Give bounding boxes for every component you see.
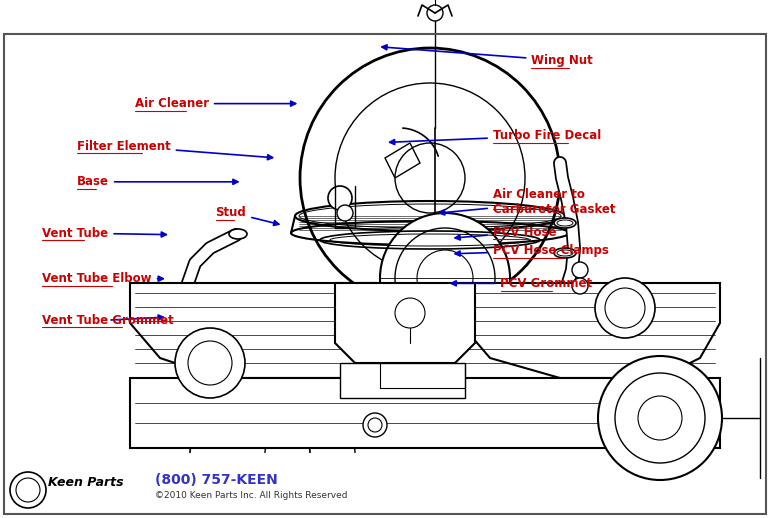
Polygon shape <box>460 283 720 378</box>
Circle shape <box>175 328 245 398</box>
Circle shape <box>380 213 510 343</box>
Circle shape <box>213 343 223 353</box>
Text: PCV Hose: PCV Hose <box>455 225 556 240</box>
Circle shape <box>427 5 443 21</box>
Text: PCV Hose Clamps: PCV Hose Clamps <box>455 244 608 257</box>
Text: Vent Tube: Vent Tube <box>42 226 166 240</box>
Circle shape <box>209 327 221 339</box>
Ellipse shape <box>554 218 576 228</box>
Circle shape <box>395 298 425 328</box>
Text: Turbo Fire Decal: Turbo Fire Decal <box>390 129 601 145</box>
Text: (800) 757-KEEN: (800) 757-KEEN <box>155 473 278 487</box>
Ellipse shape <box>548 290 572 302</box>
Circle shape <box>209 316 221 328</box>
Text: Vent Tube Grommet: Vent Tube Grommet <box>42 313 174 327</box>
Circle shape <box>572 278 588 294</box>
Polygon shape <box>130 283 380 378</box>
Text: ©2010 Keen Parts Inc. All Rights Reserved: ©2010 Keen Parts Inc. All Rights Reserve… <box>155 492 347 500</box>
Text: Air Cleaner: Air Cleaner <box>135 97 296 110</box>
Ellipse shape <box>552 293 568 299</box>
Text: Stud: Stud <box>216 206 279 225</box>
Circle shape <box>10 472 46 508</box>
Circle shape <box>598 356 722 480</box>
Circle shape <box>572 262 588 278</box>
Circle shape <box>209 339 227 357</box>
Ellipse shape <box>557 250 573 256</box>
Text: PCV Grommet: PCV Grommet <box>451 277 593 290</box>
Circle shape <box>595 278 655 338</box>
Text: Keen Parts: Keen Parts <box>48 477 124 490</box>
Circle shape <box>363 413 387 437</box>
Text: Vent Tube Elbow: Vent Tube Elbow <box>42 272 163 285</box>
Text: Wing Nut: Wing Nut <box>382 45 593 67</box>
Circle shape <box>209 304 221 316</box>
Circle shape <box>328 186 352 210</box>
Ellipse shape <box>229 229 247 239</box>
Polygon shape <box>130 378 720 448</box>
Polygon shape <box>335 283 475 363</box>
Circle shape <box>337 205 353 221</box>
Polygon shape <box>340 363 465 398</box>
Text: Air Cleaner to
Carburetor Gasket: Air Cleaner to Carburetor Gasket <box>440 188 615 216</box>
Text: Base: Base <box>77 175 238 189</box>
Ellipse shape <box>557 220 573 226</box>
Text: Filter Element: Filter Element <box>77 139 273 160</box>
Ellipse shape <box>554 248 576 258</box>
